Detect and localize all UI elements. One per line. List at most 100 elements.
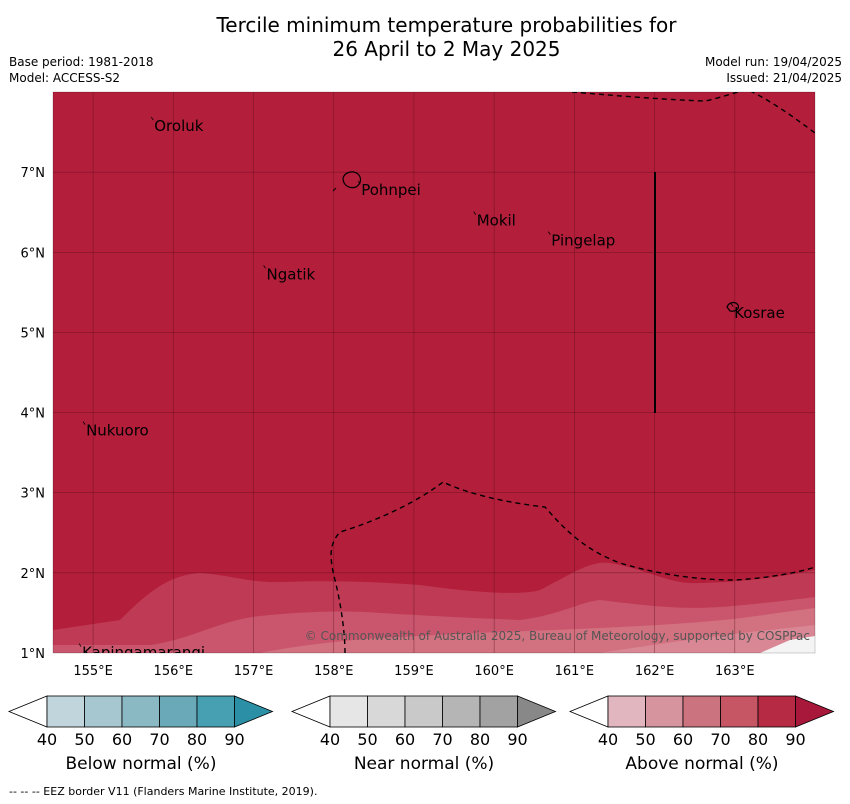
lon-tick-label: 156°E [154, 664, 194, 679]
colorbar-segment [159, 695, 198, 728]
base-period: Base period: 1981-2018 [9, 55, 154, 69]
colorbar-tick-label: 80 [470, 730, 490, 749]
eez-footnote: -- -- -- EEZ border V11 (Flanders Marine… [9, 785, 318, 798]
colorbar-tick-label: 90 [507, 730, 527, 749]
colorbar-tick-label: 80 [748, 730, 768, 749]
lon-tick-label: 155°E [73, 664, 113, 679]
lon-tick-label: 161°E [555, 664, 595, 679]
colorbar-tick-label: 70 [432, 730, 452, 749]
run-info: Model run: 19/04/2025 Issued: 21/04/2025 [705, 54, 842, 86]
model-name: Model: ACCESS-S2 [9, 71, 121, 85]
colorbar-extend-right [234, 695, 274, 728]
colorbar-label-above: Above normal (%) [625, 754, 779, 774]
place-label: Kosrae [734, 304, 785, 322]
colorbar-extend-left [290, 695, 331, 728]
pohnpei-outline [342, 171, 362, 189]
eez-border-north [571, 92, 815, 134]
colorbar-segment [757, 695, 796, 728]
colorbar-segment [196, 695, 235, 728]
place-labels: Oroluk Pohnpei Mokil Pingelap Ngatik Kosrae Nu… [78, 116, 785, 662]
copyright-notice: © Commonwealth of Australia 2025, Bureau… [305, 629, 810, 643]
issued-date: Issued: 21/04/2025 [726, 71, 842, 85]
colorbar-tick-label: 40 [598, 730, 618, 749]
lon-tick-label: 163°E [715, 664, 755, 679]
colorbar-segment [645, 695, 684, 728]
lat-tick-label: 3°N [21, 487, 46, 502]
colorbar-tick-label: 50 [635, 730, 655, 749]
place-marker [547, 231, 551, 235]
colorbar-extend-left [568, 695, 609, 728]
colorbar-segment [404, 695, 443, 728]
lon-tick-label: 158°E [314, 664, 354, 679]
colorbar-tick-label: 70 [149, 730, 169, 749]
colorbar-extend-left [7, 695, 48, 728]
colorbar-extend-right [517, 695, 557, 728]
white-patch [760, 636, 815, 653]
kosrae-outline [726, 301, 740, 312]
place-marker [730, 303, 734, 308]
place-marker [357, 180, 361, 185]
lat-tick-label: 5°N [21, 326, 46, 341]
prob-band-45 [600, 625, 815, 653]
map-frame [52, 91, 816, 654]
model-info: Base period: 1981-2018 Model: ACCESS-S2 [9, 54, 154, 86]
colorbar-segment [329, 695, 368, 728]
colorbar-tick-label: 40 [37, 730, 57, 749]
place-label: Oroluk [154, 117, 203, 135]
place-label: Mokil [477, 212, 516, 230]
lon-tick-label: 162°E [635, 664, 675, 679]
colorbar-tick-label: 60 [395, 730, 415, 749]
colorbar-segment [367, 695, 406, 728]
lat-tick-label: 2°N [21, 567, 46, 582]
colorbar-segment [720, 695, 759, 728]
latitude-ticks: 1°N 2°N 3°N 4°N 5°N 6°N 7°N [21, 166, 46, 662]
place-marker [78, 643, 82, 647]
lat-tick-label: 1°N [21, 647, 46, 662]
map-title: Tercile minimum temperature probabilitie… [0, 13, 850, 61]
colorbar-segment [121, 695, 160, 728]
colorbars: 40 50 60 70 80 90 40 50 60 70 80 90 40 50 60 70 80 90 [7, 695, 835, 749]
lat-tick-label: 7°N [21, 166, 46, 181]
place-label: Nukuoro [86, 422, 149, 440]
colorbar-segment [682, 695, 721, 728]
colorbar-tick-label: 50 [357, 730, 377, 749]
title-line-1: Tercile minimum temperature probabilitie… [216, 13, 677, 37]
lon-tick-label: 160°E [474, 664, 514, 679]
lat-tick-label: 6°N [21, 246, 46, 261]
longitude-ticks: 155°E 156°E 157°E 158°E 159°E 160°E 161°E 162°E… [73, 664, 754, 679]
map-background [53, 92, 815, 653]
colorbar: 40 50 60 70 80 90 [290, 695, 557, 749]
colorbar-tick-label: 90 [785, 730, 805, 749]
colorbar-segment [84, 695, 123, 728]
lon-tick-label: 159°E [394, 664, 434, 679]
colorbar-tick-label: 70 [710, 730, 730, 749]
lat-tick-label: 4°N [21, 407, 46, 422]
place-marker [263, 265, 266, 269]
colorbar-tick-label: 90 [224, 730, 244, 749]
colorbar: 40 50 60 70 80 90 [7, 695, 274, 749]
place-marker [150, 116, 154, 121]
place-marker [473, 211, 477, 215]
colorbar-extend-right [795, 695, 835, 728]
place-label: Pingelap [551, 232, 615, 250]
colorbar-segment [442, 695, 481, 728]
colorbar-tick-label: 50 [74, 730, 94, 749]
lon-tick-label: 157°E [234, 664, 274, 679]
colorbar-segment [607, 695, 646, 728]
place-label: Kapingamarangi [82, 644, 205, 662]
model-run: Model run: 19/04/2025 [704, 55, 842, 69]
colorbar-segment [46, 695, 85, 728]
place-label: Ngatik [267, 265, 316, 283]
place-marker [82, 421, 86, 425]
colorbar: 40 50 60 70 80 90 [568, 695, 835, 749]
place-label: Pohnpei [361, 181, 421, 199]
colorbar-segment [479, 695, 518, 728]
colorbar-label-near: Near normal (%) [353, 754, 495, 774]
pohnpei-islet [332, 187, 337, 192]
colorbar-tick-label: 40 [320, 730, 340, 749]
colorbar-label-below: Below normal (%) [65, 754, 217, 774]
colorbar-tick-label: 60 [673, 730, 693, 749]
colorbar-tick-label: 80 [187, 730, 207, 749]
title-line-2: 26 April to 2 May 2025 [332, 37, 561, 61]
